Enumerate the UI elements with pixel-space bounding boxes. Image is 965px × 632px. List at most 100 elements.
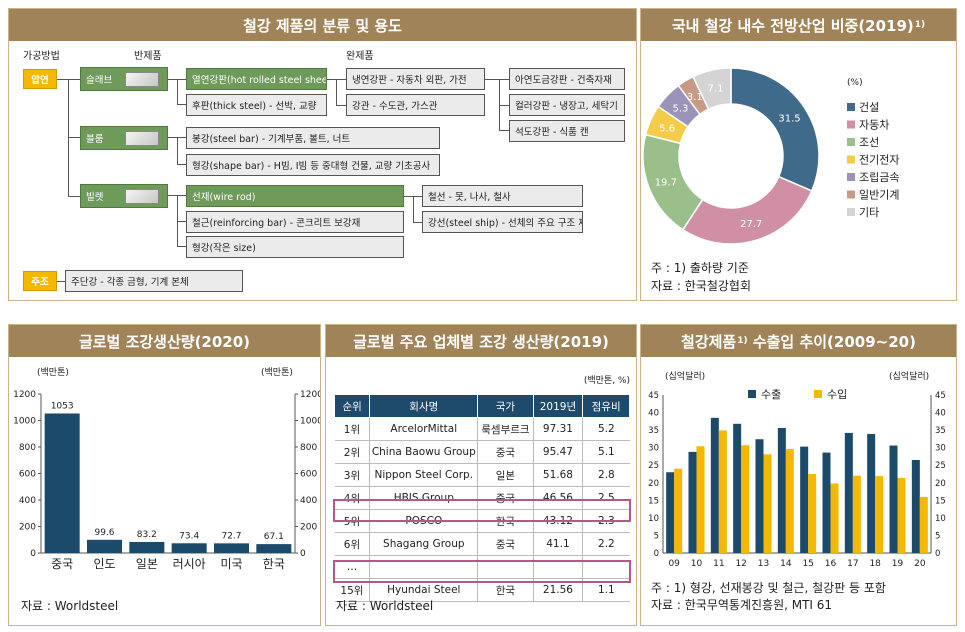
trade-title-text: 철강제품 <box>681 332 737 351</box>
steel-bar-box: 봉강(steel bar) - 기계부품, 볼트, 너트 <box>186 127 440 149</box>
bar-export <box>733 423 742 553</box>
connector <box>499 130 509 131</box>
legend-swatch <box>847 120 855 129</box>
table-header-cell: 점유비 <box>582 394 630 418</box>
x-tick-label: 14 <box>780 559 792 569</box>
galvanized-box: 아연도금강판 - 건축자재 <box>509 68 625 90</box>
header-method: 가공방법 <box>23 51 60 62</box>
y-tick-label: 1000 <box>300 417 320 427</box>
y-tick-label: 0 <box>935 549 940 559</box>
x-tick-label: 12 <box>735 559 746 569</box>
tin-plate-box: 석도강판 - 식품 캔 <box>509 120 625 142</box>
x-tick-label: 15 <box>802 559 813 569</box>
wire-rod-box: 선재(wire rod) <box>186 185 404 207</box>
company-source: 자료 : Worldsteel <box>336 599 434 613</box>
table-cell: 41.1 <box>533 532 584 556</box>
donut-value-label: 5.3 <box>672 104 688 115</box>
y-tick-label: 400 <box>300 496 317 506</box>
table-cell: Hyundai Steel <box>369 578 479 602</box>
connector <box>177 246 186 247</box>
y-tick-label: 15 <box>648 496 659 506</box>
bar-import <box>919 496 928 553</box>
y-tick-label: 40 <box>935 409 946 419</box>
color-steel-box: 컬러강판 - 냉장고, 세탁기 <box>509 94 625 116</box>
trade-title-sup: 1) <box>737 336 748 346</box>
connector <box>177 79 178 105</box>
table-cell: 4위 <box>334 486 371 510</box>
donut-value-label: 31.5 <box>778 114 800 125</box>
y-unit-right: (십억달러) <box>889 370 929 382</box>
connector <box>57 281 65 282</box>
donut-value-label: 5.6 <box>659 123 675 134</box>
bar-value-label: 72.7 <box>221 531 241 541</box>
global-title: 글로벌 조강생산량(2020) <box>9 325 320 357</box>
company-unit: (백만톤, %) <box>583 376 630 386</box>
slab-image <box>125 72 159 87</box>
donut-slice-1 <box>681 175 813 245</box>
bar <box>87 539 122 553</box>
company-title: 글로벌 주요 업체별 조강 생산량(2019) <box>326 325 636 357</box>
legend-label: 건설 <box>859 101 879 114</box>
method-rolling: 압연 <box>23 69 57 89</box>
table-cell: 5.2 <box>582 417 630 441</box>
bloom-image <box>125 131 159 146</box>
table-cell: China Baowu Group <box>369 440 479 464</box>
table-row: 15위 Hyundai Steel 한국 21.56 1.1 <box>334 578 630 602</box>
donut-note: 주 : 1) 출하량 기준 <box>651 261 749 275</box>
small-shape-box: 형강(작은 size) <box>186 236 404 258</box>
y-unit-left: (백만톤) <box>37 367 69 378</box>
x-tick-label: 일본 <box>136 557 158 571</box>
donut-value-label: 27.7 <box>740 219 762 230</box>
table-cell: 95.47 <box>533 440 584 464</box>
header-finished: 완제품 <box>346 51 374 62</box>
table-cell: 일본 <box>477 463 534 487</box>
y-tick-label: 600 <box>19 470 36 480</box>
bar-value-label: 1053 <box>51 401 74 411</box>
y-tick-label: 0 <box>300 549 306 559</box>
y-tick-label: 0 <box>30 549 36 559</box>
bar-export <box>844 432 853 553</box>
y-tick-label: 0 <box>654 549 659 559</box>
y-tick-label: 15 <box>935 496 946 506</box>
donut-chart: 31.5 27.7 19.7 5.6 5.33.1 7.1 (%) 건설자동차조선전기전자조립… <box>642 67 899 245</box>
bar-export <box>710 417 719 553</box>
y-tick-label: 30 <box>935 444 946 454</box>
steel-pipe-box: 강관 - 수도관, 가스관 <box>346 94 485 116</box>
donut-source: 자료 : 한국철강협회 <box>651 279 751 293</box>
legend-swatch <box>847 190 855 199</box>
casting-box: 주단강 - 각종 금형, 기계 본체 <box>65 270 243 292</box>
donut-title-sup: 1) <box>914 20 926 30</box>
bar-export <box>777 428 786 553</box>
y-tick-label: 45 <box>648 391 659 401</box>
bar <box>44 413 80 553</box>
bar-export <box>889 445 898 553</box>
y-tick-label: 10 <box>935 514 946 524</box>
connector <box>68 137 80 138</box>
table-row: 4위 HBIS Group 중국 46.56 2.5 <box>334 486 630 510</box>
connector <box>68 196 80 197</box>
table-cell: Shagang Group <box>369 532 479 556</box>
donut-slice-0 <box>730 67 820 192</box>
y-tick-label: 45 <box>935 391 946 401</box>
bar-import <box>674 468 683 553</box>
table-cell: 1.1 <box>582 578 630 602</box>
donut-value-label: 3.1 <box>687 92 703 103</box>
bar <box>171 543 207 553</box>
table-cell: 97.31 <box>533 417 584 441</box>
legend-swatch <box>847 208 855 216</box>
bar-export <box>800 446 809 553</box>
x-tick-label: 중국 <box>51 557 73 571</box>
y-tick-label: 25 <box>648 461 659 471</box>
table-cell: 15위 <box>334 578 371 602</box>
legend-swatch <box>847 138 855 146</box>
connector <box>177 164 186 165</box>
bar-value-label: 99.6 <box>94 528 114 538</box>
global-panel: 글로벌 조강생산량(2020) (백만톤) (백만톤) 0 0 200 200 400 400… <box>8 324 321 626</box>
legend-label: 수출 <box>761 388 781 401</box>
bar-export <box>755 439 764 553</box>
bar-import <box>852 475 861 553</box>
y-tick-label: 600 <box>300 470 317 480</box>
donut-value-label: 19.7 <box>655 178 677 189</box>
global-source: 자료 : Worldsteel <box>21 599 119 613</box>
table-header: 순위 회사명 국가 2019년 점유비 <box>333 394 630 418</box>
